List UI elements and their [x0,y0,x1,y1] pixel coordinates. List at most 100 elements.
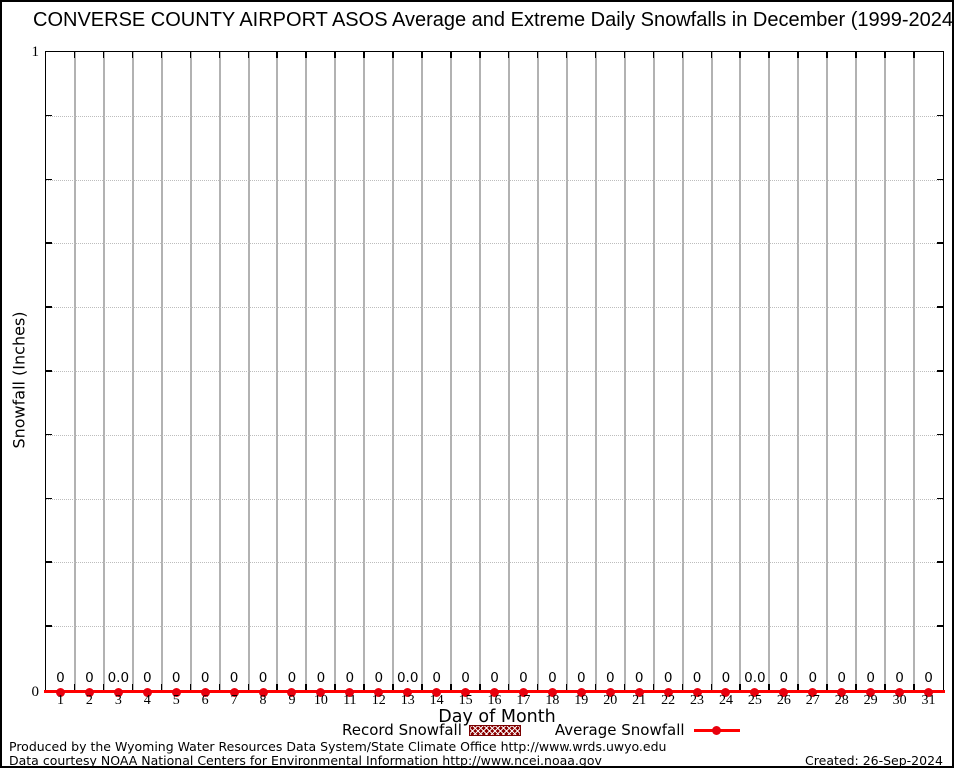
bottom-axis-tick [710,684,713,690]
point-value-label: 0 [866,670,875,686]
x-axis-tick-label: 30 [892,693,907,708]
x-axis-tick-label: 9 [288,693,296,708]
average-snowfall-marker [895,688,905,697]
bottom-axis-tick [73,684,76,690]
x-axis-tick-label: 17 [516,693,531,708]
right-axis-tick [937,497,943,500]
footer-created-date: Created: 26-Sep-2024 [805,753,943,768]
point-value-label: 0 [374,670,384,686]
x-axis-tick-label: 26 [776,693,791,708]
top-axis-tick [334,52,336,58]
point-value-label: 0 [548,670,557,686]
x-axis-tick-label: 22 [661,693,676,708]
chart-title: CONVERSE COUNTY AIRPORT ASOS Average and… [33,9,954,31]
point-value-label: 0 [721,670,731,686]
x-axis-tick-label: 7 [230,693,238,708]
bottom-axis-tick [160,684,163,690]
y-axis-tick-label-0: 0 [31,684,40,700]
horizontal-gridline [46,562,943,564]
x-axis-tick-label: 28 [834,693,849,708]
legend: Record Snowfall Average Snowfall [342,721,740,739]
point-value-label: 0 [287,670,297,686]
point-value-label: 0.0 [107,670,130,686]
right-axis-tick [937,242,943,244]
x-axis-tick-label: 16 [487,693,502,708]
x-axis-tick-label: 1 [56,693,64,708]
left-axis-tick [46,497,52,500]
average-snowfall-marker-icon [712,725,722,735]
top-axis-tick [797,52,799,58]
top-axis-tick [681,52,684,58]
right-axis-tick [937,114,943,117]
average-snowfall-marker [837,688,847,697]
point-value-label: 0 [316,670,326,686]
point-value-label: 0 [490,670,499,686]
footer-data-courtesy: Data courtesy NOAA National Centers for … [9,753,602,768]
bottom-axis-tick [507,684,510,690]
left-axis-tick [46,114,52,117]
bottom-axis-tick [536,684,539,690]
top-axis-tick [247,52,250,58]
horizontal-gridline [46,115,943,117]
point-value-label: 0 [345,670,355,686]
x-axis-tick-label: 8 [259,693,267,708]
average-snowfall-marker [229,688,239,697]
average-snowfall-marker [692,688,702,697]
top-axis-tick [768,52,770,58]
average-snowfall-marker [345,688,355,697]
top-axis-tick [594,52,597,58]
x-axis-title: Day of Month [438,707,556,727]
point-value-label: 0 [258,670,268,686]
left-axis-tick [46,625,52,627]
top-axis-tick [218,52,221,58]
point-value-label: 0 [200,670,210,686]
average-snowfall-marker [287,688,297,697]
bottom-axis-tick [102,684,105,690]
top-axis-tick [73,52,76,58]
bottom-axis-tick [681,684,684,690]
average-snowfall-marker [258,688,268,697]
top-axis-tick [652,52,655,58]
bottom-axis-tick [450,684,452,690]
top-axis-tick [276,52,278,58]
x-axis-tick-label: 11 [343,693,357,708]
bottom-axis-tick [913,684,915,690]
x-axis-tick-label: 21 [632,693,647,708]
bottom-axis-tick [826,684,828,690]
x-axis-tick-label: 23 [690,693,705,708]
average-snowfall-marker [200,688,210,697]
horizontal-gridline [46,307,943,309]
average-snowfall-marker [432,688,442,697]
x-axis-tick-label: 12 [371,693,386,708]
x-axis-tick-label: 29 [863,693,878,708]
x-axis-tick-label: 14 [429,693,444,708]
left-axis-tick [46,370,52,372]
bottom-axis-tick [363,684,365,690]
bottom-axis-tick [131,684,134,690]
bottom-axis-tick [247,684,250,690]
top-axis-tick [189,52,192,58]
bottom-axis-tick [189,684,192,690]
bottom-axis-tick [739,684,741,690]
top-axis-tick [363,52,365,58]
top-axis-tick [884,52,886,58]
left-axis-tick [46,178,52,181]
bottom-axis-tick [797,684,799,690]
point-value-label: 0 [519,670,528,686]
average-snowfall-marker [55,688,65,697]
top-axis-tick [102,52,105,58]
point-value-label: 0 [692,670,702,686]
horizontal-gridline [46,371,943,372]
x-axis-tick-label: 19 [574,693,589,708]
top-axis-tick [913,52,915,58]
average-snowfall-marker [866,688,876,697]
right-axis-tick [937,178,943,181]
x-axis-tick-label: 24 [718,693,733,708]
top-axis-tick [421,52,423,58]
point-value-label: 0 [171,670,181,686]
average-snowfall-marker [518,688,528,697]
top-axis-tick [450,52,452,58]
bottom-axis-tick [392,684,394,690]
top-axis-tick [160,52,163,58]
average-snowfall-marker [750,688,760,697]
